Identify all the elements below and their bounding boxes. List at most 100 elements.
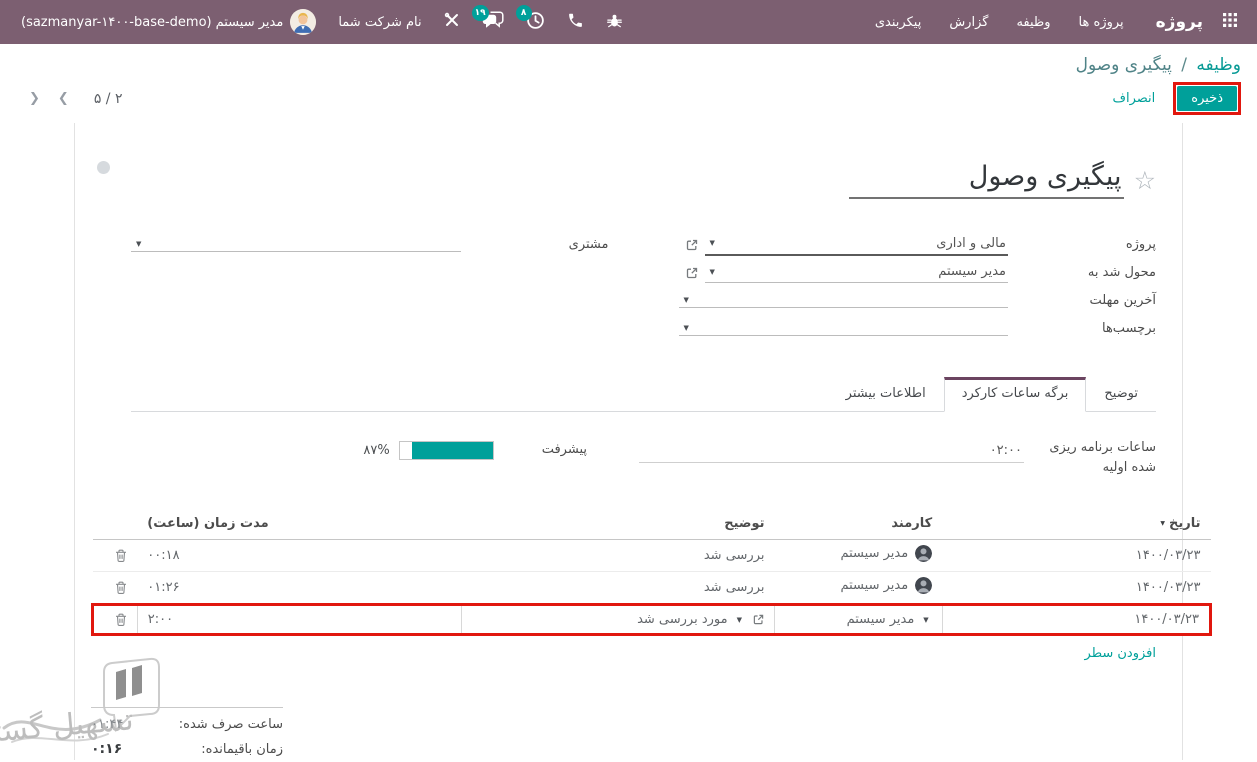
menu-reporting[interactable]: گزارش	[949, 14, 989, 30]
chevron-down-icon[interactable]: ▼	[923, 615, 929, 624]
delete-row-button[interactable]	[103, 581, 128, 595]
tab-extra-info[interactable]: اطلاعات بیشتر	[845, 386, 926, 401]
tools-icon	[444, 12, 460, 32]
progress-fill	[411, 442, 493, 459]
save-button[interactable]: ذخیره	[1177, 86, 1237, 111]
remaining-time-label: زمان باقیمانده:	[201, 741, 283, 757]
planned-hours-input[interactable]: ۰۲:۰۰	[639, 440, 1024, 463]
progress-widget: ۸۷%	[363, 441, 494, 460]
project-external-link-icon[interactable]	[686, 239, 698, 251]
chevron-down-icon[interactable]: ▼	[709, 267, 715, 276]
cell-description-input[interactable]: ▼ مورد بررسی شد	[460, 603, 775, 637]
bug-icon	[606, 12, 623, 33]
assignee-input[interactable]: مدیر سیستم ▼	[704, 262, 1008, 283]
tools-button[interactable]	[433, 0, 471, 44]
menu-configuration[interactable]: پیکربندی	[874, 14, 922, 30]
chevron-down-icon[interactable]: ▼	[683, 295, 689, 304]
cell-duration[interactable]: ۰۰:۱۸	[137, 539, 462, 572]
timesheet-table: تاریخ▼ کارمند توضیح مدت زمان (ساعت) ۱۴۰۰…	[91, 512, 1213, 637]
user-menu[interactable]: مدیر سیستم (sazmanyar-۱۴۰۰-base-demo)	[10, 0, 327, 44]
timesheet-totals: ساعت صرف شده: ۰۱:۴۴ زمان باقیمانده: ۰:۱۶	[91, 707, 283, 757]
user-name: مدیر سیستم	[215, 14, 284, 30]
kanban-state-dot[interactable]	[97, 161, 110, 174]
cell-actions	[92, 539, 138, 572]
cell-duration[interactable]: ۰۱:۲۶	[137, 571, 462, 605]
cell-actions	[92, 571, 138, 605]
systray: ۸ ۱۹ نام شرکت شما	[10, 0, 634, 44]
chevron-down-icon[interactable]: ▼	[736, 615, 742, 624]
customer-input[interactable]: ▼	[131, 238, 461, 252]
cell-date[interactable]: ۱۴۰۰/۰۳/۲۳	[942, 571, 1211, 605]
annotation-save-highlight: ذخیره	[1173, 82, 1241, 115]
tags-label: برچسب‌ها	[1101, 321, 1156, 336]
assignee-label: محول شد به	[1087, 265, 1156, 280]
breadcrumb-parent[interactable]: وظیفه	[1196, 55, 1241, 75]
notebook-tabs: توضیح برگه ساعات کارکرد اطلاعات بیشتر	[131, 377, 1156, 412]
company-switcher[interactable]: نام شرکت شما	[327, 0, 432, 44]
header-date[interactable]: تاریخ▼	[942, 512, 1211, 541]
apps-menu-button[interactable]	[1213, 13, 1247, 31]
employee-name: مدیر سیستم	[840, 546, 909, 562]
chevron-down-icon[interactable]: ▼	[136, 239, 142, 248]
deadline-label: آخرین مهلت	[1089, 293, 1157, 308]
pager-value: ۲ / ۵	[93, 90, 123, 107]
tab-timesheets[interactable]: برگه ساعات کارکرد	[943, 377, 1087, 412]
control-panel: وظیفه / پیگیری وصول ذخیره انصراف ۲ / ۵ ❯…	[0, 44, 1257, 123]
breadcrumb: وظیفه / پیگیری وصول	[16, 55, 1241, 75]
pager-previous-button[interactable]: ❮	[29, 91, 40, 106]
app-name[interactable]: پروژه	[1155, 12, 1203, 32]
cell-duration-input[interactable]: ۲:۰۰	[136, 603, 462, 637]
header-actions	[92, 512, 138, 541]
favorite-star-icon[interactable]: ☆	[1133, 165, 1156, 195]
cell-employee[interactable]: مدیر سیستم	[774, 539, 943, 572]
chevron-down-icon[interactable]: ▼	[709, 239, 715, 247]
planned-hours-value: ۰۲:۰۰	[989, 443, 1022, 458]
menu-task[interactable]: وظیفه	[1016, 14, 1051, 30]
main-nav: پروژه پروژه ها وظیفه گزارش پیکربندی	[861, 0, 1247, 44]
cell-description[interactable]: بررسی شد	[461, 539, 775, 572]
activities-badge: ۸	[515, 5, 532, 21]
progress-percent-text: ۸۷%	[363, 443, 390, 458]
assignee-external-link-icon[interactable]	[686, 267, 698, 279]
top-navbar: پروژه پروژه ها وظیفه گزارش پیکربندی	[0, 0, 1257, 44]
activities-button[interactable]: ۸	[515, 0, 556, 44]
header-description[interactable]: توضیح	[461, 512, 775, 541]
remaining-time-value: ۰:۱۶	[91, 741, 123, 758]
table-row-editing[interactable]: ۱۴۰۰/۰۳/۲۳ ▼ مدیر سیستم ▼	[91, 603, 1213, 637]
description-external-link-icon[interactable]	[753, 614, 764, 625]
hours-spent-value: ۰۱:۴۴	[91, 717, 124, 733]
discard-button[interactable]: انصراف	[1109, 86, 1160, 111]
cell-date-input[interactable]: ۱۴۰۰/۰۳/۲۳	[941, 603, 1213, 637]
tags-input[interactable]: ▼	[678, 322, 1008, 336]
deadline-input[interactable]: ▼	[678, 294, 1008, 308]
table-row[interactable]: ۱۴۰۰/۰۳/۲۳ مدیر سیستم بررسی شد ۰۰:۱۸	[92, 539, 1211, 572]
cell-employee[interactable]: مدیر سیستم	[774, 571, 943, 605]
employee-avatar	[915, 577, 933, 595]
breadcrumb-current: پیگیری وصول	[1075, 55, 1172, 75]
cell-employee-input[interactable]: ▼ مدیر سیستم	[774, 603, 943, 637]
cell-date[interactable]: ۱۴۰۰/۰۳/۲۳	[942, 539, 1211, 572]
debug-menu-button[interactable]	[595, 0, 634, 44]
messages-button[interactable]: ۱۹	[471, 0, 515, 44]
header-duration[interactable]: مدت زمان (ساعت)	[137, 512, 462, 541]
breadcrumb-separator: /	[1181, 55, 1187, 75]
task-title-input[interactable]: پیگیری وصول	[848, 161, 1124, 199]
header-employee[interactable]: کارمند	[774, 512, 943, 541]
cell-description[interactable]: بررسی شد	[461, 571, 775, 605]
chevron-down-icon[interactable]: ▼	[683, 323, 689, 332]
phone-button[interactable]	[556, 0, 595, 44]
company-name: نام شرکت شما	[338, 14, 422, 30]
employee-name: مدیر سیستم	[840, 578, 909, 594]
delete-row-button[interactable]	[104, 613, 127, 627]
menu-projects[interactable]: پروژه ها	[1078, 14, 1124, 30]
employee-avatar	[915, 545, 933, 563]
add-line-link[interactable]: افزودن سطر	[1084, 646, 1156, 662]
pager-next-button[interactable]: ❯	[57, 91, 69, 106]
tab-description[interactable]: توضیح	[1104, 386, 1138, 401]
progress-label: پیشرفت	[541, 442, 587, 457]
table-row[interactable]: ۱۴۰۰/۰۳/۲۳ مدیر سیستم بررسی شد ۰۱:۲۶	[92, 571, 1211, 605]
customer-label: مشتری	[568, 237, 609, 252]
delete-row-button[interactable]	[103, 549, 128, 563]
project-input[interactable]: مالی و اداری ▼	[704, 234, 1008, 256]
table-header-row: تاریخ▼ کارمند توضیح مدت زمان (ساعت)	[92, 512, 1211, 541]
